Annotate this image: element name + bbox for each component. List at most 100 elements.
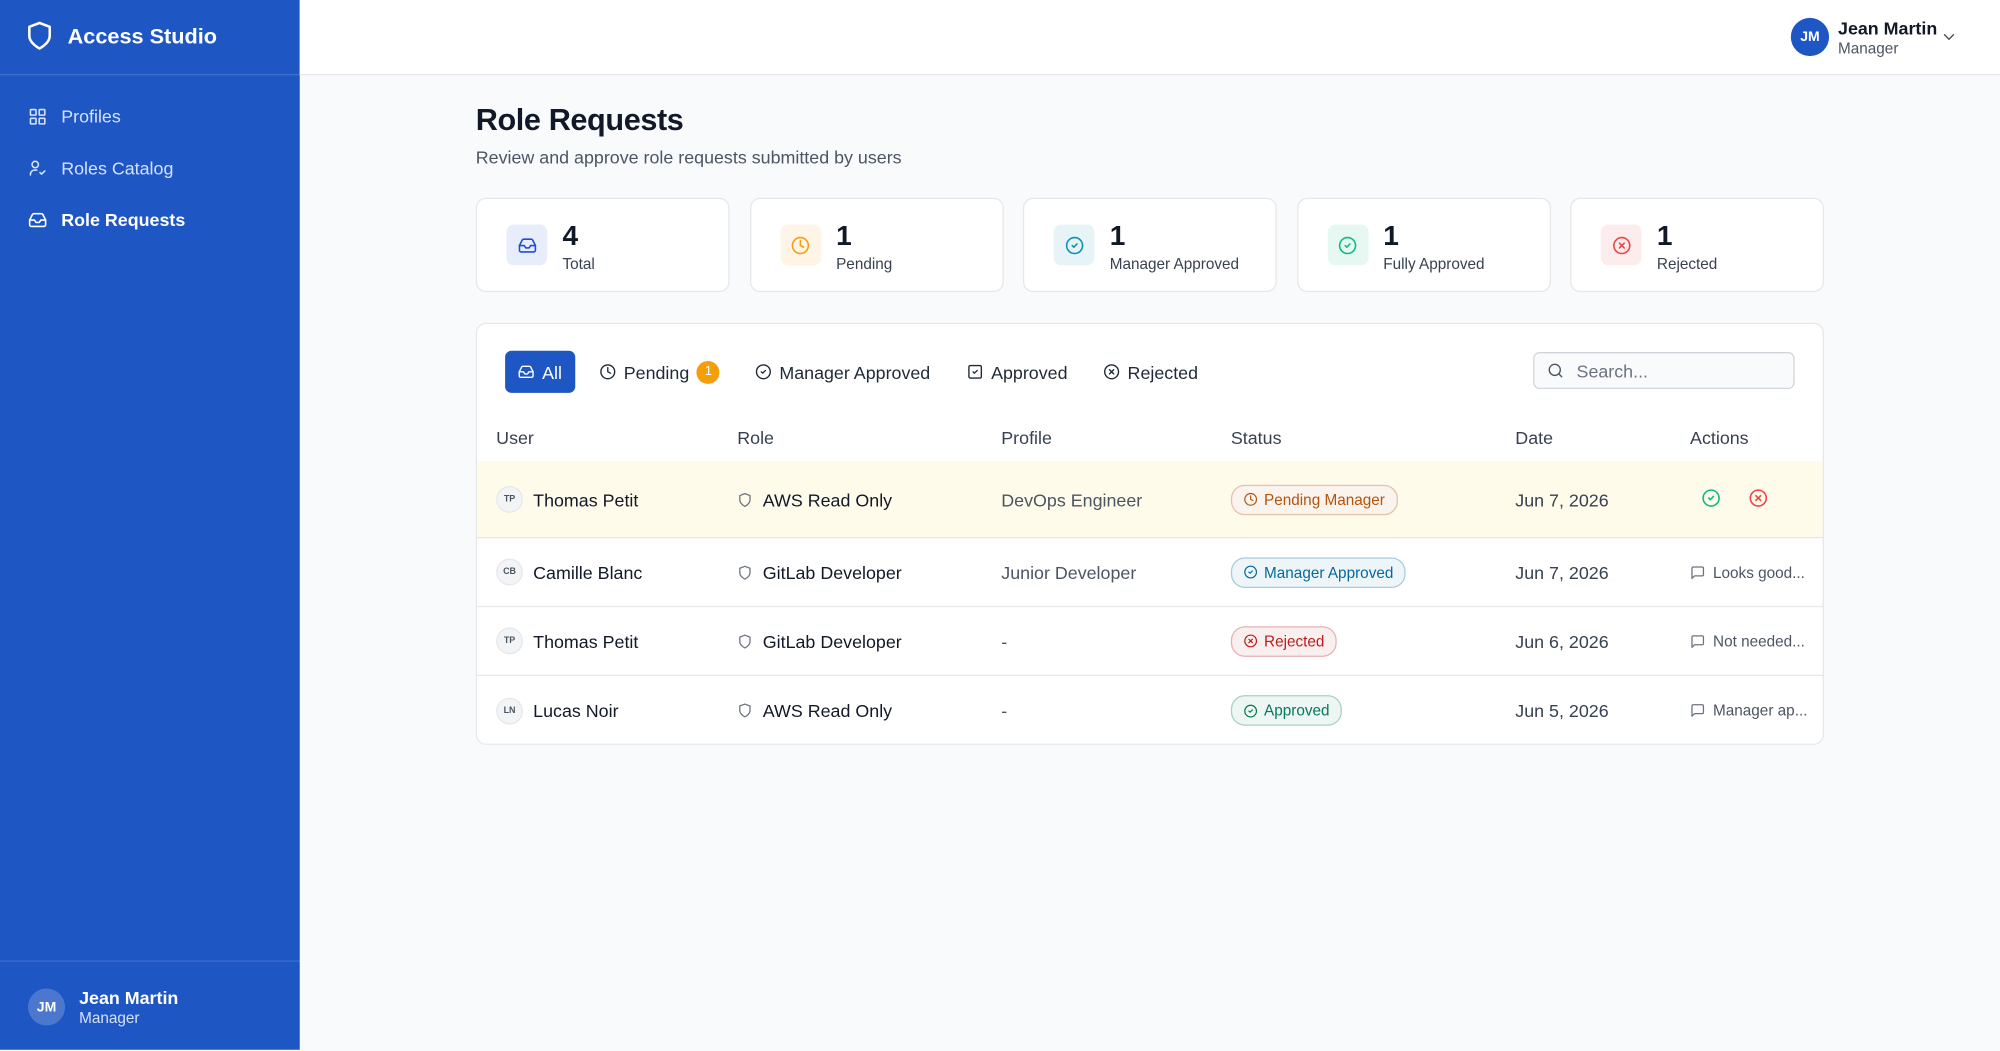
nav-item[interactable]: Profiles [18,94,282,137]
role-name: AWS Read Only [762,489,893,510]
icon-svg [739,703,751,718]
user-cell: TP Thomas Petit [496,462,638,537]
sidebar: Access Studio Profiles Roles Catalog Role R… [0,0,300,1050]
icon [517,235,536,254]
icon [24,20,55,51]
icon-svg [518,365,534,379]
stat-value: 4 [562,219,579,252]
brand-name: Access Studio [67,24,218,49]
icon [518,364,535,381]
profile-cell: Junior Developer [1001,561,1137,583]
table-row: CB Camille Blanc GitLab Developer Junior De… [477,538,1823,608]
status-cell: Rejected [1230,607,1338,675]
icon-svg [1104,364,1120,380]
table-row: TP Thomas Petit GitLab Developer - Rejected J… [477,607,1823,677]
user-role: Manager [79,1008,140,1027]
icon-svg [1691,634,1705,648]
icon-svg [1691,704,1705,717]
page-subtitle: Review and approve role requests submitt… [475,146,902,168]
status-label: Manager Approved [1264,563,1394,581]
stat-value: 1 [1656,219,1673,252]
stat-card: 1 Rejected [1570,197,1824,293]
date-cell: Jun 7, 2026 [1515,489,1609,510]
tab-label: Approved [991,361,1068,383]
stat-label: Pending [836,255,893,273]
stat-value: 1 [1383,219,1399,252]
approve-button[interactable] [1698,484,1725,515]
icon [28,210,47,229]
icon [1702,488,1721,507]
filter-tab[interactable]: All [505,350,575,393]
icon-svg [28,21,52,50]
column-header: User [496,427,534,448]
icon [1244,492,1258,506]
icon [1690,703,1705,718]
status-cell: Pending Manager [1230,462,1398,537]
icon [967,364,984,381]
date-cell: Jun 5, 2026 [1515,700,1609,721]
date-cell: Jun 6, 2026 [1515,630,1609,652]
filter-tab[interactable]: Pending 1 [587,351,733,393]
table-row: TP Thomas Petit AWS Read Only DevOps Engine… [477,461,1823,539]
icon-svg [1702,488,1720,507]
stat-icon [1053,224,1095,266]
stat-icon [1327,224,1368,266]
comment: Not needed... [1713,632,1805,650]
top-bar: JM Jean Martin Manager [299,0,2000,76]
stat-label: Fully Approved [1383,255,1485,273]
nav-item[interactable]: Roles Catalog [18,146,282,189]
filter-tab[interactable]: Rejected [1091,351,1211,393]
icon [791,235,810,254]
status-pill: Manager Approved [1230,556,1407,588]
stat-card: 1 Pending [749,197,1004,293]
actions-cell: Not needed... [1690,607,1805,675]
role-name: GitLab Developer [762,561,902,583]
status-cell: Approved [1230,676,1343,744]
profile-cell: - [1001,630,1008,652]
icon [737,564,752,580]
filter-tab[interactable]: Approved [954,351,1080,393]
nav-item[interactable]: Role Requests [18,198,282,241]
icon [1338,235,1357,254]
role-cell: GitLab Developer [737,607,902,675]
icon-svg [1338,236,1357,254]
column-header: Profile [1001,427,1052,448]
filter-tab[interactable]: Manager Approved [742,351,943,393]
icon-svg [1749,488,1768,507]
table-row: LN Lucas Noir AWS Read Only - Approved Jun 5,… [477,676,1823,744]
status-cell: Manager Approved [1230,538,1407,606]
search-box[interactable]: Search... [1533,352,1795,390]
icon-svg [1612,236,1630,254]
icon-svg [791,236,810,254]
sidebar-user: JM Jean Martin Manager [0,960,300,1051]
avatar: JM [1790,17,1830,57]
icon-svg [518,237,536,253]
tab-label: All [542,361,562,383]
user-cell: TP Thomas Petit [496,607,638,675]
user-name: Jean Martin [79,987,179,1008]
column-header: Actions [1690,427,1749,448]
user-menu[interactable]: JM Jean Martin Manager [1790,15,1962,61]
icon [1547,362,1564,379]
tab-label: Manager Approved [779,361,931,383]
user-name: Camille Blanc [533,561,643,583]
search-placeholder: Search... [1576,360,1648,382]
reject-button[interactable] [1745,484,1772,515]
icon [1244,565,1258,579]
stat-label: Rejected [1656,255,1718,273]
column-header: Date [1515,427,1554,448]
role-cell: AWS Read Only [737,676,892,744]
column-header: Role [737,427,774,448]
stat-label: Total [562,255,595,273]
icon-svg [1244,565,1258,579]
icon [1612,235,1631,254]
icon [1244,634,1258,648]
role-name: GitLab Developer [762,630,902,652]
stat-card: 4 Total [475,197,730,293]
icon-svg [755,364,771,380]
tab-badge: 1 [696,360,720,384]
icon-svg [1065,236,1083,254]
icon-svg [28,212,47,227]
nav-label: Profiles [61,105,121,127]
